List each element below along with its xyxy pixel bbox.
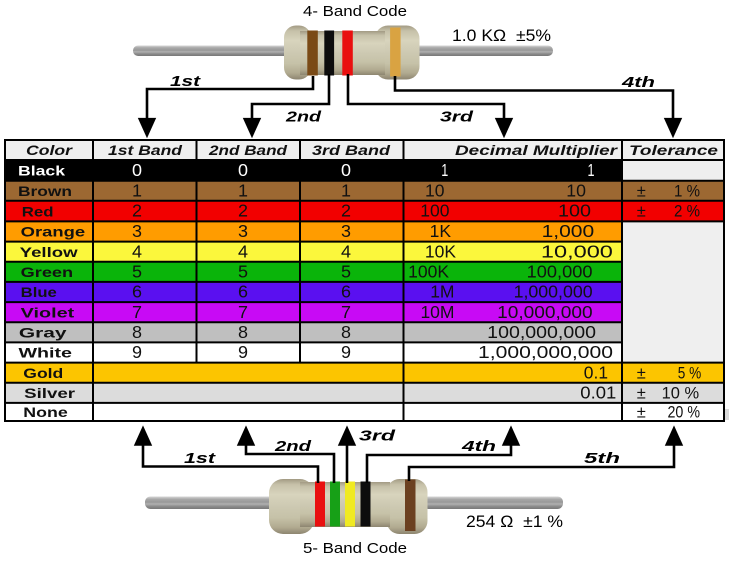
svg-text:20 %: 20 %: [668, 404, 701, 422]
svg-text:1st Band: 1st Band: [108, 142, 183, 158]
svg-text:5: 5: [238, 262, 248, 282]
svg-text:4- Band Code: 4- Band Code: [303, 3, 407, 20]
svg-text:7: 7: [132, 302, 142, 322]
svg-text:3rd: 3rd: [440, 109, 474, 126]
svg-text:5 %: 5 %: [678, 364, 702, 382]
svg-text:±: ±: [637, 182, 646, 200]
svg-text:8: 8: [341, 322, 351, 342]
svg-text:1K: 1K: [430, 221, 452, 241]
svg-text:0: 0: [341, 160, 351, 180]
svg-text:9: 9: [341, 342, 351, 362]
svg-text:3rd Band: 3rd Band: [312, 142, 391, 158]
svg-text:1: 1: [238, 180, 248, 200]
svg-text:1: 1: [441, 160, 448, 180]
svg-text:5- Band Code: 5- Band Code: [303, 540, 407, 557]
svg-text:Red: Red: [22, 203, 54, 219]
svg-text:10M: 10M: [420, 302, 454, 322]
svg-text:Blue: Blue: [21, 284, 57, 300]
svg-text:100: 100: [420, 201, 449, 221]
svg-text:±: ±: [637, 404, 646, 422]
svg-text:2nd: 2nd: [285, 109, 322, 126]
svg-text:5th: 5th: [584, 450, 620, 467]
svg-text:1,000: 1,000: [542, 221, 595, 241]
svg-text:3rd: 3rd: [359, 428, 396, 445]
svg-text:100K: 100K: [408, 262, 449, 282]
svg-text:White: White: [19, 345, 73, 361]
svg-text:Yellow: Yellow: [20, 244, 78, 260]
svg-text:10 %: 10 %: [662, 385, 700, 403]
svg-text:100: 100: [558, 201, 591, 221]
svg-text:2nd: 2nd: [274, 438, 312, 455]
svg-text:8: 8: [132, 322, 142, 342]
svg-text:3: 3: [132, 221, 142, 241]
svg-text:6: 6: [341, 282, 351, 302]
svg-text:Tolerance: Tolerance: [629, 142, 718, 158]
svg-text:6: 6: [132, 282, 142, 302]
svg-text:±: ±: [637, 364, 646, 382]
svg-text:3: 3: [341, 221, 351, 241]
svg-text:100,000: 100,000: [527, 262, 593, 282]
svg-text:2: 2: [238, 201, 248, 221]
svg-text:2: 2: [341, 201, 351, 221]
svg-text:7: 7: [238, 302, 248, 322]
svg-text:4: 4: [238, 241, 248, 261]
svg-text:0.1: 0.1: [584, 362, 608, 382]
svg-text:1st: 1st: [184, 450, 216, 467]
svg-text:5: 5: [341, 262, 351, 282]
svg-text:0.01: 0.01: [580, 383, 616, 403]
svg-text:Color: Color: [26, 142, 74, 158]
svg-text:10,000: 10,000: [541, 241, 613, 261]
svg-text:9: 9: [238, 342, 248, 362]
svg-text:1: 1: [588, 160, 595, 180]
svg-text:1st: 1st: [170, 73, 201, 90]
svg-text:9: 9: [132, 342, 142, 362]
svg-text:7: 7: [341, 302, 351, 322]
svg-text:1.0 KΩ ±5%: 1.0 KΩ ±5%: [452, 27, 551, 45]
svg-text:1,000,000,000: 1,000,000,000: [478, 342, 613, 362]
svg-text:1 %: 1 %: [674, 182, 700, 200]
svg-text:0: 0: [238, 160, 248, 180]
svg-text:Gold: Gold: [23, 365, 63, 381]
svg-text:2: 2: [132, 201, 142, 221]
svg-text:10,000,000: 10,000,000: [497, 302, 593, 322]
svg-text:Orange: Orange: [21, 224, 86, 240]
svg-text:1: 1: [341, 180, 351, 200]
svg-text:3: 3: [238, 221, 248, 241]
svg-text:Brown: Brown: [18, 183, 72, 199]
svg-text:5: 5: [132, 262, 142, 282]
svg-text:10: 10: [425, 180, 445, 200]
svg-text:10: 10: [566, 180, 586, 200]
svg-text:1: 1: [132, 180, 142, 200]
svg-text:6: 6: [238, 282, 248, 302]
svg-text:2nd Band: 2nd Band: [208, 142, 288, 158]
svg-text:4: 4: [341, 241, 351, 261]
svg-text:1M: 1M: [430, 282, 454, 302]
svg-text:Gray: Gray: [19, 325, 67, 341]
svg-text:Decimal Multiplier: Decimal Multiplier: [455, 142, 619, 158]
svg-text:4th: 4th: [460, 438, 496, 455]
svg-text:0: 0: [132, 160, 142, 180]
svg-text:None: None: [23, 404, 68, 420]
svg-text:Black: Black: [18, 163, 65, 179]
svg-text:8: 8: [238, 322, 248, 342]
svg-text:Silver: Silver: [24, 385, 76, 401]
svg-text:1,000,000: 1,000,000: [514, 282, 593, 302]
svg-text:4: 4: [132, 241, 142, 261]
svg-text:254 Ω ±1 %: 254 Ω ±1 %: [466, 513, 563, 531]
svg-text:±: ±: [637, 385, 646, 403]
svg-text:100,000,000: 100,000,000: [487, 322, 596, 342]
svg-text:10K: 10K: [425, 241, 456, 261]
svg-text:Violet: Violet: [21, 304, 75, 320]
svg-text:2 %: 2 %: [674, 203, 700, 221]
svg-text:±: ±: [637, 203, 646, 221]
svg-text:Green: Green: [21, 264, 73, 280]
svg-text:4th: 4th: [621, 74, 655, 91]
